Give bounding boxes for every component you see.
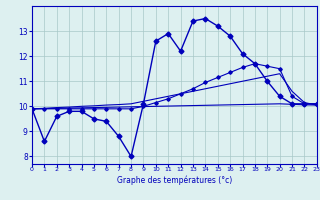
X-axis label: Graphe des températures (°c): Graphe des températures (°c) (117, 175, 232, 185)
